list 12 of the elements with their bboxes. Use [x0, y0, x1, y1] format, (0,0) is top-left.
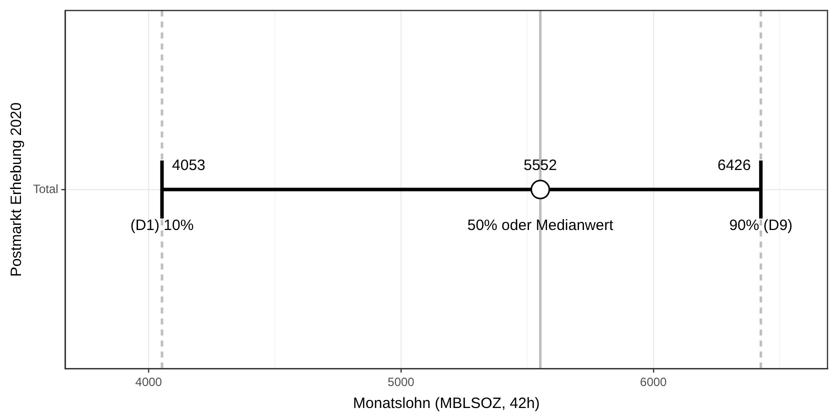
- x-axis-title: Monatslohn (MBLSOZ, 42h): [353, 395, 540, 412]
- y-axis-title: Postmarkt Erhebung 2020: [8, 102, 26, 277]
- y-tick-label: Total: [32, 182, 58, 196]
- annotation: 6426: [718, 157, 751, 174]
- annotation: 5552: [524, 157, 557, 174]
- annotation: 50% oder Medianwert: [467, 217, 614, 234]
- x-tick-label: 5000: [388, 375, 415, 390]
- x-tick-label: 6000: [640, 375, 668, 390]
- annotation: 4053: [172, 157, 206, 174]
- x-tick-label: 4000: [135, 375, 162, 390]
- annotation: (D1) 10%: [130, 217, 194, 234]
- annotation: 90% (D9): [729, 217, 793, 234]
